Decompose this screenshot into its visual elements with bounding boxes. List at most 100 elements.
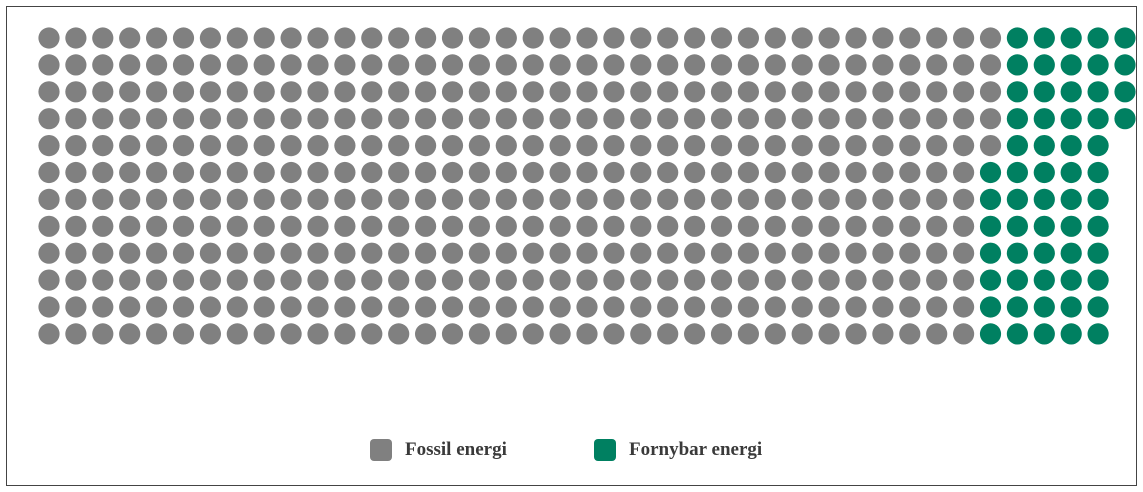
dot-renewable: [979, 188, 1002, 210]
dot-fossil: [576, 188, 598, 210]
dot-fossil: [630, 323, 652, 345]
legend-swatch-renewable: [594, 439, 616, 461]
dot-fossil: [415, 323, 437, 345]
dot-fossil: [953, 215, 975, 237]
dot-fossil: [549, 27, 571, 49]
dot-renewable: [1006, 269, 1028, 291]
dot-fossil: [657, 81, 679, 103]
dot-fossil: [603, 188, 625, 210]
dot-fossil: [791, 135, 813, 157]
dot-fossil: [280, 54, 302, 76]
dot-fossil: [280, 296, 302, 318]
dot-fossil: [226, 323, 248, 345]
dot-fossil: [38, 323, 60, 345]
dot-fossil: [199, 161, 221, 184]
dot-fossil: [334, 242, 356, 264]
dot-fossil: [146, 54, 168, 76]
dot-fossil: [576, 81, 598, 103]
dot-fossil: [926, 269, 948, 291]
dot-fossil: [630, 296, 652, 318]
dot-fossil: [334, 81, 356, 103]
dot-fossil: [818, 161, 840, 184]
dot-fossil: [388, 269, 410, 291]
dot-fossil: [818, 27, 840, 49]
dot-fossil: [926, 135, 948, 157]
dot-fossil: [872, 296, 894, 318]
dot-fossil: [146, 188, 168, 210]
dot-renewable: [1006, 54, 1028, 76]
dot-fossil: [92, 161, 114, 184]
dot-fossil: [334, 215, 356, 237]
dot-fossil: [953, 27, 975, 49]
dot-fossil: [38, 27, 60, 49]
dot-fossil: [603, 161, 625, 184]
dot-renewable: [1114, 108, 1136, 130]
dot-renewable: [1087, 242, 1109, 264]
dot-fossil: [65, 188, 87, 210]
dot-fossil: [253, 161, 275, 184]
dot-fossil: [791, 215, 813, 237]
dot-fossil: [361, 242, 383, 264]
dot-renewable: [1006, 27, 1028, 49]
dot-fossil: [65, 81, 87, 103]
dot-fossil: [764, 161, 786, 184]
dot-fossil: [791, 242, 813, 264]
dot-fossil: [388, 27, 410, 49]
dot-fossil: [38, 188, 60, 210]
dot-fossil: [737, 188, 760, 210]
dot-fossil: [953, 269, 975, 291]
dot-fossil: [845, 108, 867, 130]
dot-fossil: [603, 81, 625, 103]
dot-fossil: [576, 296, 598, 318]
dot-fossil: [388, 215, 410, 237]
dot-renewable: [1114, 54, 1136, 76]
dot-fossil: [684, 54, 706, 76]
dot-fossil: [953, 54, 975, 76]
dot-fossil: [495, 161, 517, 184]
dot-fossil: [92, 108, 114, 130]
dot-renewable: [1006, 323, 1028, 345]
dot-fossil: [522, 108, 544, 130]
dot-fossil: [441, 161, 464, 184]
dot-renewable: [1060, 188, 1082, 210]
dot-fossil: [468, 215, 490, 237]
dot-fossil: [92, 54, 114, 76]
dot-fossil: [172, 135, 195, 157]
dot-fossil: [226, 296, 248, 318]
dot-fossil: [899, 296, 921, 318]
dot-fossil: [199, 188, 221, 210]
dot-fossil: [657, 135, 679, 157]
dot-fossil: [737, 215, 760, 237]
dot-fossil: [172, 323, 195, 345]
dot-fossil: [146, 323, 168, 345]
dot-fossil: [199, 135, 221, 157]
dot-fossil: [845, 242, 867, 264]
dot-fossil: [576, 135, 598, 157]
dot-fossil: [872, 323, 894, 345]
dot-fossil: [415, 161, 437, 184]
dot-fossil: [657, 161, 679, 184]
dot-fossil: [657, 108, 679, 130]
dot-fossil: [845, 135, 867, 157]
dot-fossil: [172, 54, 195, 76]
dot-fossil: [307, 135, 329, 157]
dot-fossil: [899, 242, 921, 264]
dot-fossil: [737, 242, 760, 264]
dot-fossil: [791, 54, 813, 76]
dot-fossil: [119, 161, 141, 184]
dot-renewable: [1060, 54, 1082, 76]
legend-label-renewable: Fornybar energi: [629, 439, 763, 460]
dot-fossil: [549, 296, 571, 318]
dot-fossil: [280, 269, 302, 291]
dot-fossil: [791, 81, 813, 103]
dot-fossil: [764, 215, 786, 237]
dot-fossil: [92, 188, 114, 210]
dot-renewable: [979, 242, 1002, 264]
dot-fossil: [764, 108, 786, 130]
dot-fossil: [307, 54, 329, 76]
dot-fossil: [495, 54, 517, 76]
dot-fossil: [953, 161, 975, 184]
dot-fossil: [172, 215, 195, 237]
dot-fossil: [818, 81, 840, 103]
dot-fossil: [199, 242, 221, 264]
